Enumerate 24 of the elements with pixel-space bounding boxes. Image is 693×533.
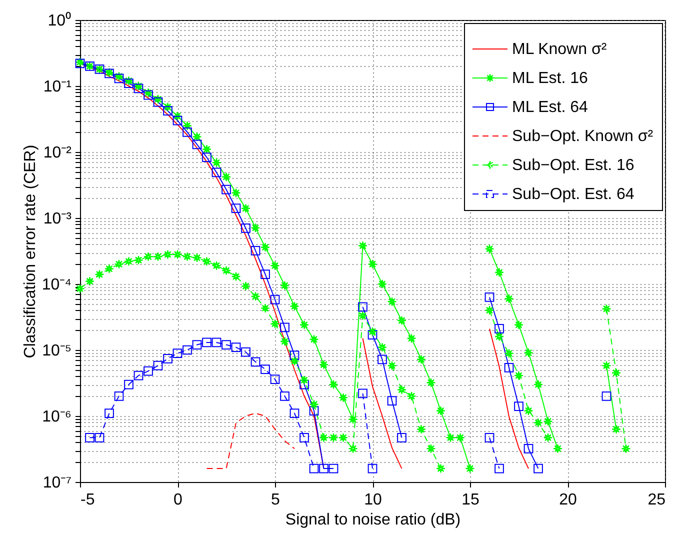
line-series xyxy=(206,412,295,470)
y-axis-title: Classification error rate (CER) xyxy=(22,144,39,358)
x-tick-label: -5 xyxy=(80,492,95,508)
legend-label: ML Est. 64 xyxy=(512,99,588,116)
x-tick-label: 10 xyxy=(364,492,382,508)
x-tick-label: 0 xyxy=(174,492,183,508)
y-tick-label: 10⁻¹ xyxy=(43,78,72,96)
y-tick-label: 10⁰ xyxy=(48,12,72,30)
legend-label: Sub−Opt. Est. 64 xyxy=(512,186,634,203)
y-tick-label: 10⁻⁷ xyxy=(42,474,72,492)
y-tick-label: 10⁻² xyxy=(43,144,72,162)
x-tick-label: 25 xyxy=(648,492,666,508)
legend-label: Sub−Opt. Known σ² xyxy=(512,128,654,145)
legend-label: ML Est. 16 xyxy=(512,70,588,87)
y-tick-label: 10⁻⁶ xyxy=(42,408,72,426)
legend-label: ML Known σ² xyxy=(512,41,608,58)
y-tick-label: 10⁻⁵ xyxy=(42,342,72,360)
x-axis-title: Signal to noise ratio (dB) xyxy=(285,512,461,528)
x-tick-label: 20 xyxy=(559,492,577,508)
x-tick-label: 5 xyxy=(271,492,280,508)
y-tick-label: 10⁻³ xyxy=(43,210,72,228)
y-tick-label: 10⁻⁴ xyxy=(42,276,72,294)
legend-label: Sub−Opt. Est. 16 xyxy=(512,157,634,174)
x-tick-label: 15 xyxy=(462,492,480,508)
